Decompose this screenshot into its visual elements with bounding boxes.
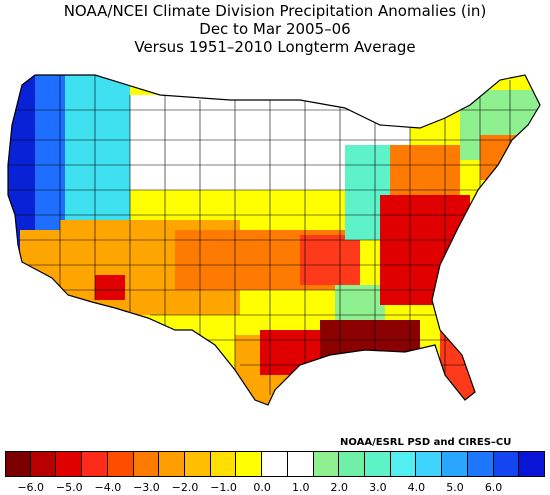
map-period: Dec to Mar 2005–06 xyxy=(199,20,351,38)
color-scale-segment xyxy=(82,451,108,477)
color-scale-bar xyxy=(5,451,545,477)
color-scale-segment xyxy=(467,451,494,477)
color-scale-segment xyxy=(107,451,134,477)
anomaly-fill xyxy=(8,75,540,405)
mid-south-region xyxy=(300,235,360,285)
color-scale-tick-label: 2.0 xyxy=(330,481,349,494)
color-scale-segment xyxy=(159,451,185,477)
color-scale-segment xyxy=(313,451,340,477)
us-climate-division-map xyxy=(7,74,541,406)
color-scale-tick-label: −6.0 xyxy=(17,481,45,494)
southeast-region xyxy=(380,195,470,305)
color-scale-segment xyxy=(5,451,31,477)
color-scale-segment xyxy=(133,451,160,477)
color-scale-segment xyxy=(390,451,417,477)
map-title: NOAA/NCEI Climate Division Precipitation… xyxy=(63,2,487,20)
color-scale-tick-label: −1.0 xyxy=(210,481,237,494)
color-scale-tick-label: 3.0 xyxy=(369,481,387,494)
color-scale-tick-label: 1.0 xyxy=(291,481,310,494)
color-scale-tick-label: −4.0 xyxy=(94,481,122,494)
color-scale-segment xyxy=(287,451,314,477)
arizona-dry-region xyxy=(95,275,125,300)
color-scale-tick-label: −2.0 xyxy=(171,481,199,494)
color-scale-segment xyxy=(56,451,83,477)
color-scale-segment xyxy=(30,451,57,477)
color-scale-tick-label: −3.0 xyxy=(133,481,160,494)
data-source-credit: NOAA/ESRL PSD and CIRES–CU xyxy=(340,437,512,448)
color-scale-segment xyxy=(519,451,545,477)
color-scale-segment xyxy=(185,451,211,477)
color-scale-segment xyxy=(210,451,237,477)
color-scale-tick-label: 4.0 xyxy=(407,481,426,494)
color-scale-segment xyxy=(339,451,365,477)
texas-coast-region xyxy=(260,330,320,375)
map-baseline: Versus 1951–2010 Longterm Average xyxy=(134,38,416,56)
color-scale-segment xyxy=(442,451,468,477)
color-scale-segment xyxy=(365,451,391,477)
color-scale-tick-label: 6.0 xyxy=(484,481,503,494)
color-scale-segment xyxy=(236,451,263,477)
color-scale-segment xyxy=(262,451,288,477)
color-scale-tick-label: 0.0 xyxy=(253,481,271,494)
color-scale-segment xyxy=(416,451,443,477)
color-scale-tick-label: 5.0 xyxy=(446,481,464,494)
color-scale-tick-label: −5.0 xyxy=(55,481,83,494)
southern-new-england-region xyxy=(480,135,520,180)
color-scale-segment xyxy=(493,451,520,477)
